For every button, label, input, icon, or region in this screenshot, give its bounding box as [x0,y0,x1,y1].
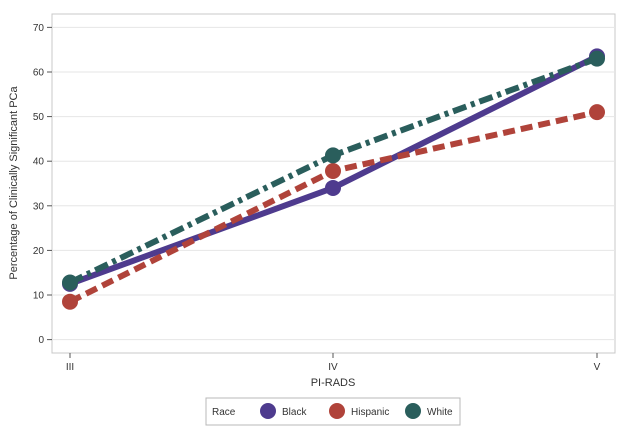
data-point-white [589,50,605,67]
y-tick-label: 70 [33,23,45,34]
y-tick-label: 30 [33,201,45,212]
legend: Race Black Hispanic White [205,397,461,426]
legend-marker-white [405,403,421,419]
legend-marker-black [260,403,276,419]
legend-label-white: White [427,407,453,418]
legend-label-black: Black [282,407,307,418]
y-tick-label: 0 [38,335,44,346]
data-point-hispanic [325,163,341,180]
y-tick-label: 50 [33,112,45,123]
x-tick-label: III [66,362,74,373]
x-axis: III IV V [66,353,601,373]
series-points [62,48,605,310]
y-axis: 0 10 20 30 40 50 60 70 [33,23,52,346]
x-axis-title: PI-RADS [311,377,356,389]
y-tick-label: 10 [33,291,45,302]
x-tick-label: V [594,362,601,373]
data-point-hispanic [589,104,605,121]
y-axis-title: Percentage of Clinically Significant PCa [8,86,20,280]
legend-items: Black Hispanic White [260,403,453,419]
legend-title: Race [212,407,236,418]
y-tick-label: 40 [33,157,45,168]
y-tick-label: 20 [33,246,45,257]
legend-label-hispanic: Hispanic [351,407,389,418]
data-point-hispanic [62,293,78,310]
x-tick-label: IV [328,362,338,373]
y-tick-label: 60 [33,67,45,78]
data-point-white [325,147,341,164]
legend-marker-hispanic [329,403,345,419]
data-point-white [62,274,78,291]
data-point-black [325,179,341,196]
